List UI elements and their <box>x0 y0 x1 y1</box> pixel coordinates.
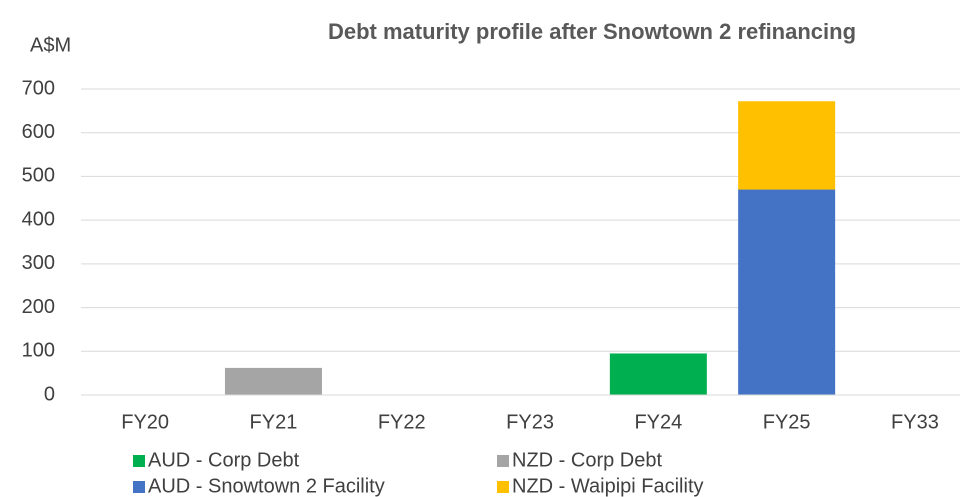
legend-label: NZD - Corp Debt <box>512 449 662 471</box>
y-tick-label: 600 <box>22 121 55 143</box>
x-tick-label: FY23 <box>506 411 554 433</box>
bar <box>609 353 707 395</box>
x-tick-label: FY20 <box>121 411 169 433</box>
legend-swatch <box>497 455 509 467</box>
x-tick-label: FY22 <box>378 411 426 433</box>
y-tick-label: 500 <box>22 165 55 187</box>
legend-label: NZD - Waipipi Facility <box>512 475 704 497</box>
y-tick-label: 700 <box>22 77 55 99</box>
legend-swatch <box>497 481 509 493</box>
x-tick-label: FY24 <box>634 411 682 433</box>
x-tick-label: FY21 <box>250 411 298 433</box>
legend-swatch <box>133 481 145 493</box>
y-tick-label: 0 <box>44 383 55 405</box>
bar <box>224 367 322 395</box>
x-tick-label: FY25 <box>763 411 811 433</box>
legend-label: AUD - Snowtown 2 Facility <box>148 475 385 497</box>
x-tick-label: FY33 <box>891 411 939 433</box>
legend-swatch <box>133 455 145 467</box>
bar <box>738 189 836 395</box>
chart-title: Debt maturity profile after Snowtown 2 r… <box>328 19 856 44</box>
y-tick-label: 200 <box>22 296 55 318</box>
bar <box>738 101 836 190</box>
legend-label: AUD - Corp Debt <box>148 449 300 471</box>
y-tick-label: 300 <box>22 252 55 274</box>
y-tick-label: 100 <box>22 340 55 362</box>
y-axis-label: A$M <box>30 34 71 56</box>
y-tick-label: 400 <box>22 208 55 230</box>
